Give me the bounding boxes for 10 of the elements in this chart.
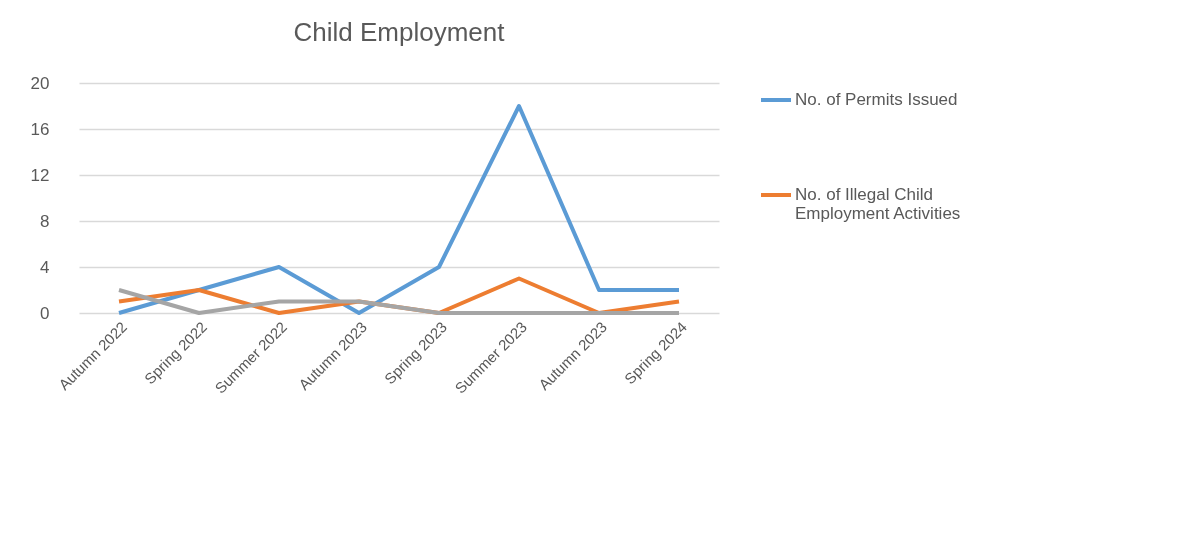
- y-tick-label: 8: [40, 211, 50, 231]
- legend-label: No. of Illegal Child Employment Activities: [795, 185, 961, 223]
- y-tick-label: 12: [30, 165, 50, 185]
- y-tick-label: 4: [40, 257, 50, 277]
- y-tick-label: 20: [30, 73, 50, 93]
- chart-title: Child Employment: [293, 17, 506, 47]
- line-series: [117, 104, 681, 315]
- legend-label: No. of Permits Issued: [795, 90, 958, 109]
- y-tick-label: 16: [30, 119, 50, 139]
- y-tick-label: 0: [40, 303, 50, 323]
